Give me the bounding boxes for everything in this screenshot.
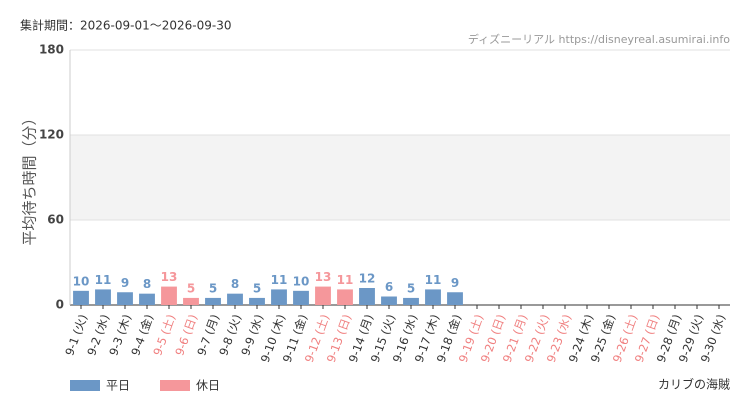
bar (117, 292, 133, 305)
bar (139, 293, 155, 305)
bar (249, 297, 265, 305)
bar (73, 290, 89, 305)
bar (315, 286, 331, 305)
legend-label: 休日 (196, 379, 220, 393)
y-tick-label: 0 (56, 298, 64, 312)
value-label: 9 (121, 276, 129, 290)
bar (271, 289, 287, 305)
value-label: 6 (385, 280, 393, 294)
attraction: カリブの海賊 (658, 377, 730, 392)
bar (205, 297, 221, 305)
value-label: 11 (337, 273, 354, 287)
bar (403, 297, 419, 305)
y-axis-label: 平均待ち時間（分） (21, 110, 39, 245)
value-label: 13 (315, 270, 332, 284)
value-label: 5 (209, 281, 217, 295)
value-label: 5 (253, 281, 261, 295)
y-tick-label: 180 (39, 43, 64, 57)
y-tick-label: 60 (47, 213, 64, 227)
source: ディズニーリアル https://disneyreal.asumirai.inf… (468, 32, 730, 46)
value-label: 11 (271, 273, 288, 287)
bar (425, 289, 441, 305)
bar (293, 290, 309, 305)
legend-swatch (160, 380, 190, 391)
period: 集計期間：2026-09-01〜2026-09-30 (20, 18, 231, 33)
value-label: 5 (187, 281, 195, 295)
value-label: 13 (161, 270, 178, 284)
value-label: 10 (293, 274, 310, 288)
y-tick-label: 120 (39, 128, 64, 142)
value-label: 12 (359, 272, 376, 286)
legend-swatch (70, 380, 100, 391)
value-label: 8 (231, 277, 239, 291)
bar (161, 286, 177, 305)
bar (381, 296, 397, 305)
value-label: 11 (95, 273, 112, 287)
grid-band (70, 135, 730, 220)
bar (337, 289, 353, 305)
legend-label: 平日 (106, 379, 130, 393)
bar (447, 292, 463, 305)
value-label: 5 (407, 281, 415, 295)
value-label: 10 (73, 274, 90, 288)
value-label: 11 (425, 273, 442, 287)
value-label: 9 (451, 276, 459, 290)
value-label: 8 (143, 277, 151, 291)
bar (359, 288, 375, 305)
bar (95, 289, 111, 305)
bar (227, 293, 243, 305)
bar (183, 297, 199, 305)
